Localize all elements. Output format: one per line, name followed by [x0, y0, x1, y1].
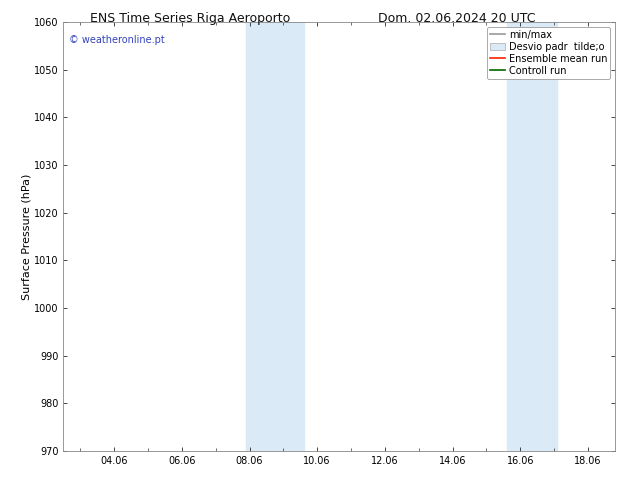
Text: © weatheronline.pt: © weatheronline.pt [69, 35, 165, 45]
Y-axis label: Surface Pressure (hPa): Surface Pressure (hPa) [21, 173, 31, 299]
Bar [246, 22, 304, 451]
Text: ENS Time Series Riga Aeroporto: ENS Time Series Riga Aeroporto [90, 12, 290, 25]
Bar [507, 22, 557, 451]
Text: Dom. 02.06.2024 20 UTC: Dom. 02.06.2024 20 UTC [378, 12, 535, 25]
Legend: min/max, Desvio padr  tilde;o, Ensemble mean run, Controll run: min/max, Desvio padr tilde;o, Ensemble m… [488, 27, 610, 78]
